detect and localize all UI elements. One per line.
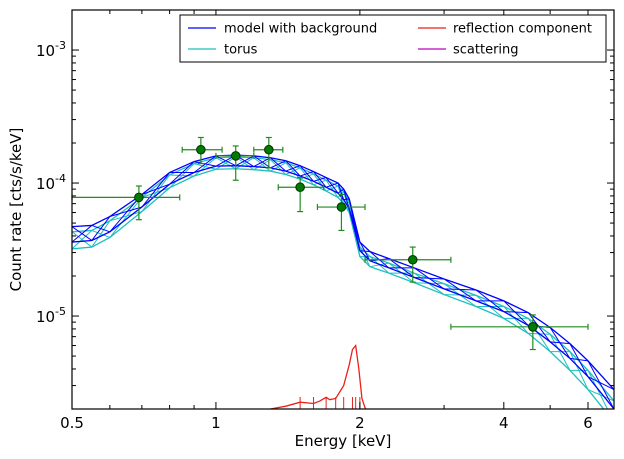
x-tick-label: 6 — [583, 414, 593, 432]
model-with-background-hatch-up — [587, 376, 614, 391]
y-tick-label: 10-3 — [36, 39, 66, 60]
legend-label-scattering: scattering — [453, 43, 519, 58]
data-point-4 — [264, 144, 274, 155]
model-with-background-hatch-down — [414, 267, 445, 290]
y-tick-label: 10-5 — [36, 305, 66, 326]
model-with-background-hatch-down — [325, 177, 339, 194]
y-axis-title: Count rate [cts/s/keV] — [7, 128, 25, 292]
data-point-6 — [336, 202, 347, 212]
model-with-background-hatch-down — [253, 155, 271, 169]
model-with-background-hatch-down — [141, 183, 170, 195]
data-point-2 — [196, 144, 206, 155]
legend-label-reflection: reflection component — [453, 22, 592, 37]
model-with-background-hatch-down — [299, 165, 314, 182]
plot-frame — [71, 9, 615, 410]
legend-label-torus: torus — [224, 43, 258, 58]
model-with-background-hatch-down — [91, 224, 111, 233]
reflection-component-line — [270, 343, 367, 409]
legend-box — [179, 14, 607, 63]
legend: model with background torus reflection c… — [179, 14, 607, 63]
torus-hatch-down — [549, 333, 571, 371]
x-tick-label: 0.5 — [60, 414, 84, 432]
torus-hatch-down — [215, 157, 236, 170]
y-tick-label: 10-4 — [36, 172, 66, 193]
torus-hatch-down — [91, 229, 111, 238]
model-with-background-hatch-down — [337, 182, 345, 200]
model-with-background-hatch-down — [359, 241, 371, 262]
x-tick-label: 4 — [499, 414, 509, 432]
model-with-background-hatch-down — [193, 161, 217, 167]
torus-hatch-down — [270, 159, 287, 175]
torus-hatch-down — [193, 163, 217, 170]
torus-hatch-down — [569, 351, 589, 390]
torus-hatch-up — [109, 197, 143, 238]
torus-hatch-down — [72, 231, 93, 248]
data-point-7 — [407, 254, 418, 265]
torus-hatch-down — [299, 167, 314, 186]
model-with-background-hatch-down — [215, 155, 236, 167]
torus-hatch-down — [141, 187, 170, 198]
model-with-background-hatch-down — [569, 343, 589, 377]
model-with-background-hatch-down — [475, 289, 505, 312]
model-with-background-hatch-down — [270, 157, 287, 172]
data-point-8 — [528, 321, 538, 332]
model-with-background-hatch-down — [109, 206, 143, 218]
torus-hatch-down — [285, 162, 301, 180]
torus-hatch-down — [253, 157, 271, 172]
model-with-background-hatch-down — [503, 300, 529, 326]
model-with-background-hatch-down — [549, 327, 571, 359]
torus-hatch-down — [325, 179, 339, 198]
torus-hatch-up — [141, 174, 170, 212]
torus-hatch-down — [169, 174, 195, 177]
x-axis-title: Energy [keV] — [295, 432, 392, 450]
torus-hatch-down — [343, 191, 350, 213]
legend-label-model: model with background — [224, 22, 377, 37]
model-with-background-hatch-down — [443, 278, 477, 302]
x-tick-label: 2 — [355, 414, 365, 432]
model-with-background-hatch-down — [587, 360, 614, 409]
model-with-background-hatch-down — [343, 188, 350, 209]
x-tick-label: 1 — [211, 414, 221, 432]
data-point-3 — [230, 151, 241, 161]
data-point-1 — [134, 192, 144, 203]
torus-hatch-down — [414, 272, 445, 295]
model-with-background-hatch-down — [285, 160, 301, 177]
data-point-5 — [295, 182, 305, 193]
model-with-background-hatch-down — [388, 258, 415, 278]
torus-hatch-down — [503, 306, 529, 334]
model-with-background-hatch-down — [72, 226, 93, 241]
torus-hatch-down — [109, 211, 143, 222]
model-with-background-hatch-up — [503, 311, 529, 314]
